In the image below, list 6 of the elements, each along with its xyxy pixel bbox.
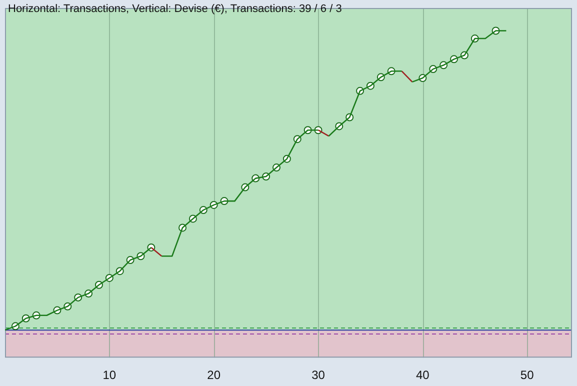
x-tick-label: 10 xyxy=(102,368,116,382)
x-tick-label: 30 xyxy=(312,368,326,382)
x-tick-label: 50 xyxy=(520,368,534,382)
x-tick-label: 20 xyxy=(207,368,221,382)
x-tick-label: 40 xyxy=(416,368,430,382)
chart-title: Horizontal: Transactions, Vertical: Devise (€), Transactions: 39 / 6 / 3 xyxy=(8,3,342,15)
